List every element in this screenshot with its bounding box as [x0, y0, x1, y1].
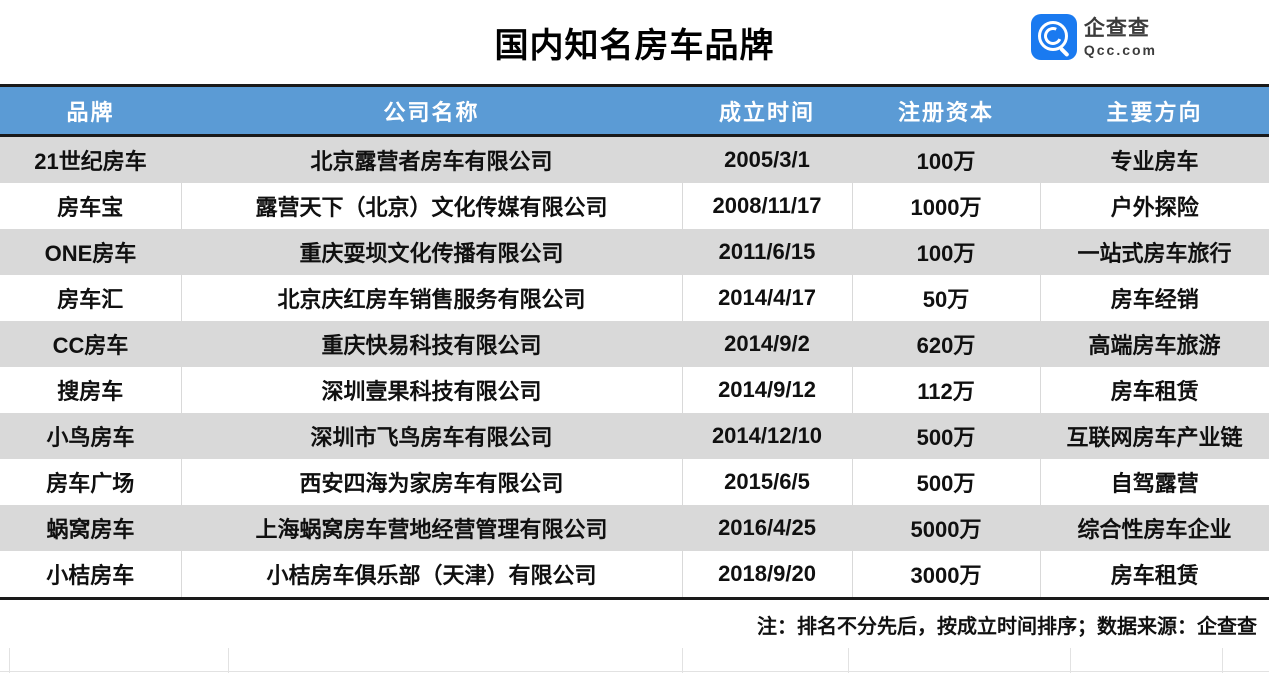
- cell-capital: 100万: [852, 135, 1040, 183]
- cell-company: 上海蜗窝房车营地经营管理有限公司: [181, 505, 682, 551]
- cell-founded: 2011/6/15: [682, 229, 852, 275]
- cell-focus: 自驾露营: [1039, 459, 1269, 505]
- cell-company: 北京庆红房车销售服务有限公司: [180, 275, 682, 321]
- cell-founded: 2018/9/20: [681, 551, 852, 597]
- cell-brand: 搜房车: [0, 367, 181, 413]
- cell-founded: 2015/6/5: [681, 459, 852, 505]
- table-row: 房车汇 北京庆红房车销售服务有限公司 2014/4/17 50万 房车经销: [0, 275, 1269, 321]
- title-band: 国内知名房车品牌 企查查 Qcc.com: [0, 0, 1269, 84]
- cell-focus: 房车经销: [1039, 275, 1269, 321]
- table-header-row: 品牌 公司名称 成立时间 注册资本 主要方向: [0, 87, 1269, 137]
- table-row: 21世纪房车 北京露营者房车有限公司 2005/3/1 100万 专业房车: [0, 135, 1269, 183]
- table-row: CC房车 重庆快易科技有限公司 2014/9/2 620万 高端房车旅游: [0, 321, 1269, 367]
- cell-brand: 21世纪房车: [0, 135, 181, 183]
- cell-founded: 2005/3/1: [682, 135, 852, 183]
- cell-company: 重庆耍坝文化传播有限公司: [181, 229, 682, 275]
- cell-company: 深圳壹果科技有限公司: [180, 367, 682, 413]
- cell-brand: ONE房车: [0, 229, 181, 275]
- table-row: 小鸟房车 深圳市飞鸟房车有限公司 2014/12/10 500万 互联网房车产业…: [0, 413, 1269, 459]
- cell-capital: 500万: [851, 459, 1040, 505]
- cell-founded: 2014/9/12: [681, 367, 852, 413]
- cell-founded: 2014/9/2: [682, 321, 852, 367]
- qcc-logo-icon: [1030, 14, 1077, 60]
- cell-focus: 高端房车旅游: [1040, 321, 1269, 367]
- cell-focus: 房车租赁: [1039, 551, 1269, 597]
- cell-capital: 1000万: [851, 183, 1040, 229]
- cell-focus: 房车租赁: [1039, 367, 1269, 413]
- cell-brand: 房车宝: [0, 183, 181, 229]
- cell-brand: 小桔房车: [0, 551, 181, 597]
- footer-note-band: 注：排名不分先后，按成立时间排序；数据来源：企查查: [0, 600, 1269, 648]
- brand-logo: 企查查 Qcc.com: [1030, 14, 1157, 60]
- column-header-capital: 注册资本: [852, 87, 1040, 137]
- cell-founded: 2016/4/25: [682, 505, 852, 551]
- cell-founded: 2014/4/17: [681, 275, 852, 321]
- brand-table: 品牌 公司名称 成立时间 注册资本 主要方向 21世纪房车 北京露营者房车有限公…: [0, 87, 1269, 597]
- cell-capital: 112万: [851, 367, 1040, 413]
- table-row: 小桔房车 小桔房车俱乐部（天津）有限公司 2018/9/20 3000万 房车租…: [0, 551, 1269, 597]
- cell-focus: 互联网房车产业链: [1040, 413, 1269, 459]
- cell-company: 小桔房车俱乐部（天津）有限公司: [180, 551, 682, 597]
- table-row: 蜗窝房车 上海蜗窝房车营地经营管理有限公司 2016/4/25 5000万 综合…: [0, 505, 1269, 551]
- column-header-focus: 主要方向: [1040, 87, 1269, 137]
- cell-founded: 2008/11/17: [681, 183, 852, 229]
- cell-founded: 2014/12/10: [682, 413, 852, 459]
- table-row: 房车广场 西安四海为家房车有限公司 2015/6/5 500万 自驾露营: [0, 459, 1269, 505]
- table-body: 21世纪房车 北京露营者房车有限公司 2005/3/1 100万 专业房车 房车…: [0, 135, 1269, 597]
- cell-capital: 5000万: [852, 505, 1040, 551]
- cell-focus: 户外探险: [1039, 183, 1269, 229]
- table-row: ONE房车 重庆耍坝文化传播有限公司 2011/6/15 100万 一站式房车旅…: [0, 229, 1269, 275]
- table-row: 房车宝 露营天下（北京）文化传媒有限公司 2008/11/17 1000万 户外…: [0, 183, 1269, 229]
- cell-brand: 蜗窝房车: [0, 505, 181, 551]
- cell-company: 北京露营者房车有限公司: [181, 135, 682, 183]
- logo-wordmark: 企查查 Qcc.com: [1084, 18, 1157, 57]
- cell-capital: 100万: [852, 229, 1040, 275]
- cell-capital: 500万: [852, 413, 1040, 459]
- logo-domain: Qcc.com: [1083, 41, 1157, 58]
- table-row: 搜房车 深圳壹果科技有限公司 2014/9/12 112万 房车租赁: [0, 367, 1269, 413]
- brand-table-wrapper: 品牌 公司名称 成立时间 注册资本 主要方向 21世纪房车 北京露营者房车有限公…: [0, 84, 1269, 600]
- cell-brand: 房车广场: [0, 459, 181, 505]
- cell-capital: 3000万: [851, 551, 1040, 597]
- footer-note: 注：排名不分先后，按成立时间排序；数据来源：企查查: [757, 615, 1257, 638]
- column-header-founded: 成立时间: [682, 87, 852, 137]
- cell-focus: 综合性房车企业: [1040, 505, 1269, 551]
- cell-capital: 50万: [851, 275, 1040, 321]
- cell-capital: 620万: [852, 321, 1040, 367]
- column-header-company: 公司名称: [181, 87, 682, 137]
- cell-brand: CC房车: [0, 321, 181, 367]
- column-header-brand: 品牌: [0, 87, 181, 137]
- cell-brand: 房车汇: [0, 275, 181, 321]
- page-title: 国内知名房车品牌: [494, 26, 775, 65]
- cell-company: 露营天下（北京）文化传媒有限公司: [180, 183, 682, 229]
- cell-brand: 小鸟房车: [0, 413, 181, 459]
- cell-company: 深圳市飞鸟房车有限公司: [181, 413, 682, 459]
- cell-company: 重庆快易科技有限公司: [181, 321, 682, 367]
- cell-focus: 一站式房车旅行: [1040, 229, 1269, 275]
- cell-company: 西安四海为家房车有限公司: [180, 459, 682, 505]
- cell-focus: 专业房车: [1040, 135, 1269, 183]
- logo-chinese-name: 企查查: [1083, 16, 1150, 40]
